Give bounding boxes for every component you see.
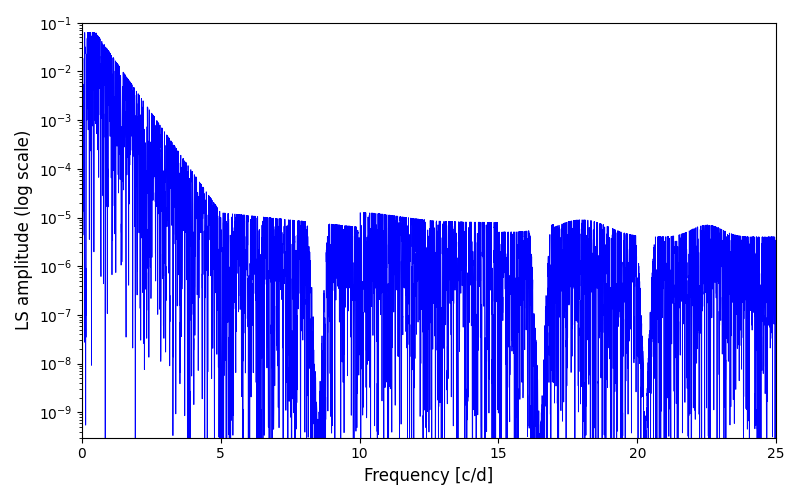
Y-axis label: LS amplitude (log scale): LS amplitude (log scale) xyxy=(15,130,33,330)
X-axis label: Frequency [c/d]: Frequency [c/d] xyxy=(364,467,494,485)
